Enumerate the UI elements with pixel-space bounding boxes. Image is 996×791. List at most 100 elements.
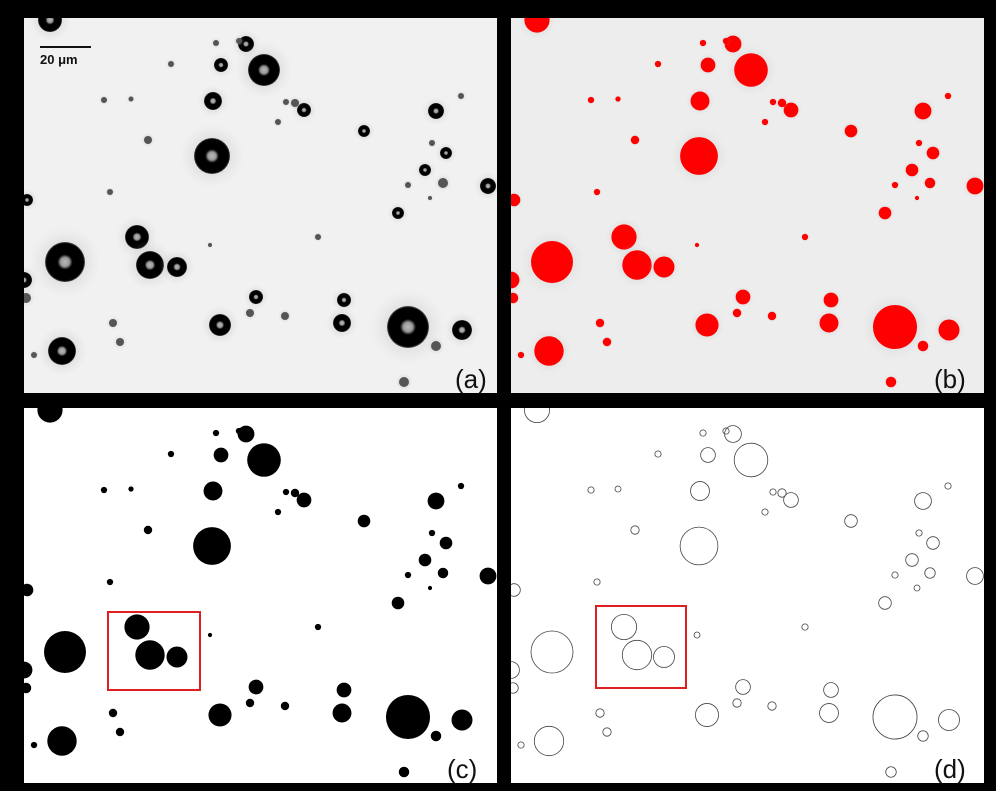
droplet (333, 314, 351, 332)
droplet (144, 136, 152, 144)
droplet (107, 579, 113, 585)
droplet (358, 125, 370, 137)
droplet (700, 40, 706, 46)
droplet (47, 726, 76, 755)
droplet (44, 631, 86, 673)
droplet (431, 731, 442, 742)
figure: 20 μm (a) (b) (c) (d) (0, 0, 996, 791)
droplet (208, 243, 212, 247)
droplet (168, 451, 174, 457)
droplet (603, 338, 611, 346)
droplet (428, 586, 432, 590)
droplet (440, 147, 452, 159)
panel-d (503, 397, 984, 783)
droplet (194, 138, 230, 174)
droplet (534, 336, 563, 365)
droplet (655, 61, 661, 67)
panel-label: (b) (934, 364, 966, 394)
droplet (213, 430, 219, 436)
droplet (297, 493, 312, 508)
droplet (419, 554, 432, 567)
droplet (246, 699, 254, 707)
droplet (107, 189, 113, 195)
droplet (144, 526, 152, 534)
droplet (431, 341, 441, 351)
droplet (622, 250, 651, 279)
droplet (945, 93, 951, 99)
droplet (291, 489, 299, 497)
droplet (48, 337, 76, 365)
droplet (770, 99, 776, 105)
droplet (387, 306, 429, 348)
droplet (236, 428, 242, 434)
droplet (337, 293, 351, 307)
droplet (925, 178, 936, 189)
droplet (392, 207, 404, 219)
droplet (31, 742, 37, 748)
droplet (736, 290, 751, 305)
droplet (701, 58, 716, 73)
droplet (734, 53, 768, 87)
droplet (879, 207, 892, 220)
droplet (845, 125, 858, 138)
droplet (654, 257, 675, 278)
droplet (480, 178, 496, 194)
droplet (116, 338, 124, 346)
droplet (778, 99, 786, 107)
droplet (204, 482, 223, 501)
droplet (101, 487, 107, 493)
droplet (429, 140, 435, 146)
droplet (337, 683, 352, 698)
droplet (631, 136, 639, 144)
droplet (480, 568, 497, 585)
droplet (918, 341, 929, 352)
droplet (691, 92, 710, 111)
panel-b (498, 1, 988, 393)
droplet (915, 196, 919, 200)
droplet (723, 38, 729, 44)
droplet (768, 312, 776, 320)
droplet (101, 97, 107, 103)
droplet (802, 234, 808, 240)
droplet (915, 103, 932, 120)
droplet (438, 568, 449, 579)
droplet (193, 527, 231, 565)
droplet (315, 234, 321, 240)
droplet (214, 58, 228, 72)
droplet (236, 38, 242, 44)
droplet (168, 61, 174, 67)
droplet (249, 290, 263, 304)
droplet (214, 448, 229, 463)
droplet (695, 243, 699, 247)
panel-label: (c) (447, 754, 477, 784)
droplet (129, 97, 134, 102)
droplet (31, 352, 37, 358)
droplet (531, 241, 573, 283)
droplet (428, 196, 432, 200)
droplet (249, 680, 264, 695)
droplet (733, 309, 741, 317)
droplet (892, 182, 898, 188)
droplet (452, 710, 473, 731)
droplet (428, 103, 444, 119)
droplet (399, 767, 410, 778)
droplet (275, 119, 281, 125)
droplet (440, 537, 453, 550)
droplet (208, 703, 231, 726)
droplet (967, 178, 984, 195)
panel-a (10, 0, 503, 393)
droplet (906, 164, 919, 177)
droplet (386, 695, 430, 739)
droplet (291, 99, 299, 107)
droplet (45, 242, 85, 282)
droplet (405, 572, 411, 578)
droplet (109, 709, 117, 717)
droplet (886, 377, 897, 388)
droplet (399, 377, 409, 387)
droplet (596, 319, 604, 327)
droplet (916, 140, 922, 146)
droplet (588, 97, 594, 103)
droplet (824, 293, 839, 308)
droplet (248, 54, 280, 86)
droplet (762, 119, 768, 125)
